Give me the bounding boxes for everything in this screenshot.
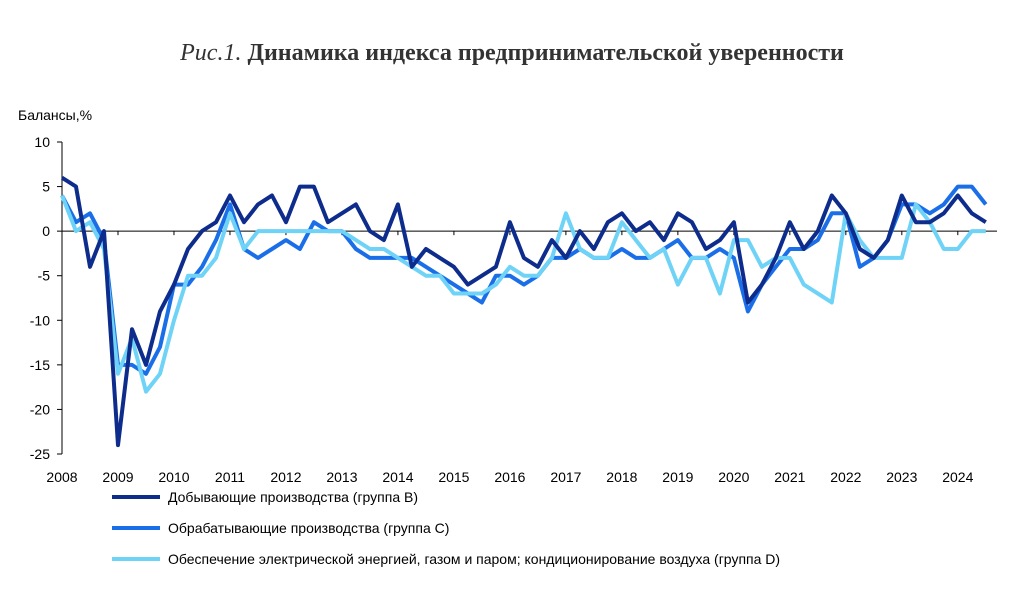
legend-label: Добывающие производства (группа B) bbox=[168, 489, 418, 505]
x-tick-label: 2023 bbox=[886, 469, 917, 485]
x-tick-label: 2021 bbox=[774, 469, 805, 485]
chart-title: Рис.1. Динамика индекса предпринимательск… bbox=[179, 40, 844, 66]
x-tick-label: 2013 bbox=[326, 469, 357, 485]
y-axis-label: Балансы,% bbox=[18, 107, 92, 123]
title-text: Динамика индекса предпринимательской уве… bbox=[247, 40, 844, 66]
x-tick-label: 2012 bbox=[270, 469, 301, 485]
series-line bbox=[60, 194, 986, 394]
y-tick-label: -25 bbox=[30, 446, 50, 462]
y-tick-label: -10 bbox=[30, 312, 50, 328]
x-tick-label: 2009 bbox=[102, 469, 133, 485]
x-tick-label: 2014 bbox=[382, 469, 413, 485]
legend-label: Обрабатывающие производства (группа C) bbox=[168, 520, 449, 536]
y-tick-label: -20 bbox=[30, 401, 50, 417]
x-tick-label: 2010 bbox=[158, 469, 189, 485]
y-tick-label: -15 bbox=[30, 357, 50, 373]
x-tick-label: 2018 bbox=[606, 469, 637, 485]
x-tick-label: 2024 bbox=[942, 469, 973, 485]
series-line bbox=[60, 184, 988, 376]
series-line bbox=[60, 176, 987, 448]
x-tick-label: 2020 bbox=[718, 469, 749, 485]
x-tick-label: 2017 bbox=[550, 469, 581, 485]
y-tick-label: 5 bbox=[42, 179, 50, 195]
x-tick-label: 2011 bbox=[215, 469, 245, 485]
x-tick-label: 2019 bbox=[662, 469, 693, 485]
figure-label: Рис.1. bbox=[179, 40, 241, 66]
x-tick-label: 2015 bbox=[438, 469, 469, 485]
y-tick-label: -5 bbox=[38, 268, 51, 284]
legend-label: Обеспечение электрической энергией, газо… bbox=[168, 551, 780, 567]
y-tick-label: 10 bbox=[34, 134, 50, 150]
x-tick-label: 2008 bbox=[46, 469, 77, 485]
x-tick-label: 2016 bbox=[494, 469, 525, 485]
y-tick-label: 0 bbox=[42, 223, 50, 239]
x-tick-label: 2022 bbox=[830, 469, 861, 485]
